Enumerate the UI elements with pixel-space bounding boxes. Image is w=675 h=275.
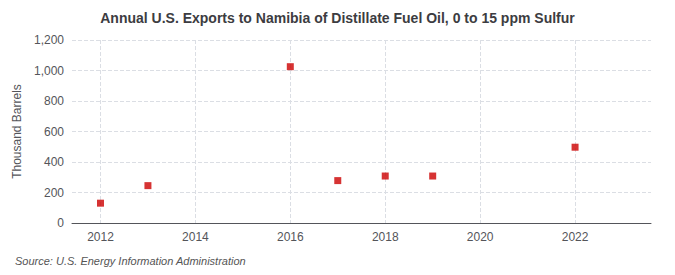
svg-text:200: 200 (44, 186, 64, 200)
svg-text:600: 600 (44, 125, 64, 139)
svg-text:2022: 2022 (562, 230, 589, 244)
svg-text:400: 400 (44, 155, 64, 169)
svg-text:Thousand Barrels: Thousand Barrels (10, 84, 24, 179)
svg-text:Source: U.S. Energy Informatio: Source: U.S. Energy Information Administ… (15, 255, 246, 267)
svg-text:2014: 2014 (182, 230, 209, 244)
svg-text:2018: 2018 (372, 230, 399, 244)
svg-text:1,000: 1,000 (34, 64, 64, 78)
svg-text:2020: 2020 (467, 230, 494, 244)
svg-text:1,200: 1,200 (34, 33, 64, 47)
svg-text:Annual U.S. Exports to Namibia: Annual U.S. Exports to Namibia of Distil… (100, 10, 575, 26)
svg-text:0: 0 (57, 216, 64, 230)
svg-text:800: 800 (44, 94, 64, 108)
svg-text:2012: 2012 (87, 230, 114, 244)
svg-text:2016: 2016 (277, 230, 304, 244)
